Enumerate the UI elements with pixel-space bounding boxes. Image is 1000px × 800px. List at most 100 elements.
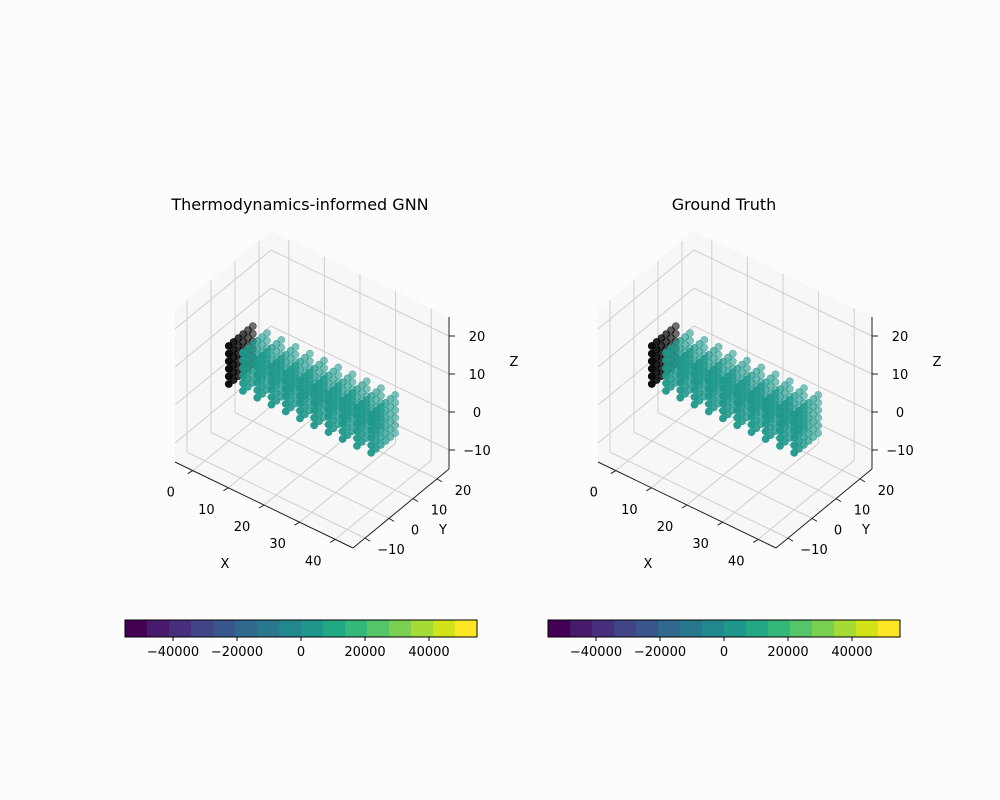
scatter-point <box>690 362 699 371</box>
scatter-point <box>790 410 799 419</box>
x-gridline <box>334 460 432 540</box>
scatter-point <box>790 448 799 457</box>
y-tick-label: 10 <box>431 504 448 519</box>
x-tick-label: 0 <box>590 486 598 501</box>
scatter-point <box>324 397 333 406</box>
y-gridline <box>186 451 366 539</box>
scatter-point <box>267 400 276 409</box>
scatter-point <box>253 370 262 379</box>
scatter-point <box>776 426 784 435</box>
scatter-point <box>324 412 333 421</box>
scatter-point <box>662 348 670 357</box>
y-tick-label: −10 <box>800 543 827 558</box>
x-tick-mark <box>329 538 336 543</box>
z-gridline <box>174 287 272 368</box>
colorbar-segment <box>680 620 703 637</box>
scatter-point <box>733 398 742 407</box>
scatter-point <box>253 393 262 402</box>
x-gridline <box>228 408 325 489</box>
scatter-point <box>310 383 319 392</box>
colorbar-tick-label: −20000 <box>211 645 263 660</box>
x-tick-label: 10 <box>621 503 638 518</box>
y-tick-label: 20 <box>878 484 895 499</box>
fixed-node-point <box>647 380 656 388</box>
scatter-point <box>747 397 756 406</box>
left-pane <box>175 231 271 462</box>
scatter-point <box>719 406 727 415</box>
y-tick-label: 0 <box>834 523 842 538</box>
scatter-point <box>790 426 799 434</box>
z-axis-label: Z <box>510 355 519 370</box>
colorbar-segment <box>433 620 456 637</box>
colorbar-segment <box>191 620 214 637</box>
x-tick-mark <box>646 487 652 492</box>
scatter-point <box>338 404 347 413</box>
scatter-point <box>367 448 376 457</box>
x-tick-mark <box>717 521 723 526</box>
x-gridline <box>722 442 819 523</box>
scatter-point <box>662 356 670 365</box>
colorbar-segment <box>702 620 725 637</box>
z-tick-label: −10 <box>463 444 490 459</box>
colorbar-tick-label: 20000 <box>767 645 808 660</box>
colorbar-segment <box>768 620 791 637</box>
z-tick-label: 10 <box>892 368 909 383</box>
scatter-point <box>761 419 770 428</box>
scatter-point <box>676 386 685 394</box>
scatter-point <box>704 407 713 416</box>
scatter-point <box>281 369 290 378</box>
colorbar-segment <box>570 620 593 637</box>
scatter-point <box>296 391 304 400</box>
y-gridline <box>633 431 813 519</box>
scatter-point <box>719 414 727 423</box>
scatter-point <box>239 371 247 380</box>
fixed-node-point <box>224 357 233 366</box>
colorbar-segment <box>790 620 813 637</box>
colorbar-segment <box>147 620 170 637</box>
scatter-point <box>776 434 784 443</box>
x-gridline <box>757 460 855 540</box>
colorbar-segment <box>301 620 324 637</box>
scatter-point <box>676 393 685 402</box>
x-tick-label: 30 <box>269 537 286 552</box>
fixed-node-point <box>647 372 656 381</box>
scatter-point <box>253 386 262 394</box>
y-tick-mark <box>811 517 818 522</box>
x-gridline <box>299 442 396 523</box>
colorbar-segment <box>323 620 346 637</box>
scatter-point <box>690 377 699 386</box>
z-gridline <box>597 249 695 330</box>
scatter-point <box>690 393 699 401</box>
scatter-point <box>704 384 713 393</box>
scatter-point <box>267 370 276 379</box>
colorbar-segment <box>636 620 659 637</box>
scatter-point <box>267 362 276 371</box>
y-gridline <box>210 431 390 519</box>
scatter-point <box>281 377 290 385</box>
y-tick-mark <box>436 478 443 483</box>
scatter-point <box>324 405 333 414</box>
x-tick-label: 40 <box>305 554 322 569</box>
scatter-point <box>790 433 799 442</box>
y-tick-label: 0 <box>411 523 419 538</box>
scatter-point <box>310 421 319 430</box>
scatter-point <box>676 370 685 379</box>
scatter-point <box>704 377 713 385</box>
z-tick-label: −10 <box>886 444 913 459</box>
fixed-node-point <box>647 349 656 358</box>
scatter-point <box>353 441 361 450</box>
scatter-point <box>267 385 276 394</box>
colorbar-tick-label: −20000 <box>634 645 686 660</box>
y-axis-line <box>352 468 450 549</box>
scatter-point <box>719 391 727 400</box>
scatter-point <box>338 397 347 405</box>
x-tick-mark <box>258 504 265 509</box>
scatter-point <box>310 398 319 407</box>
scatter-point <box>690 385 699 394</box>
scatter-point <box>747 428 756 436</box>
scatter-point <box>353 403 361 412</box>
colorbar-segment <box>592 620 615 637</box>
scatter-point <box>790 441 799 450</box>
y-tick-mark <box>787 537 794 542</box>
scatter-point <box>676 355 685 364</box>
